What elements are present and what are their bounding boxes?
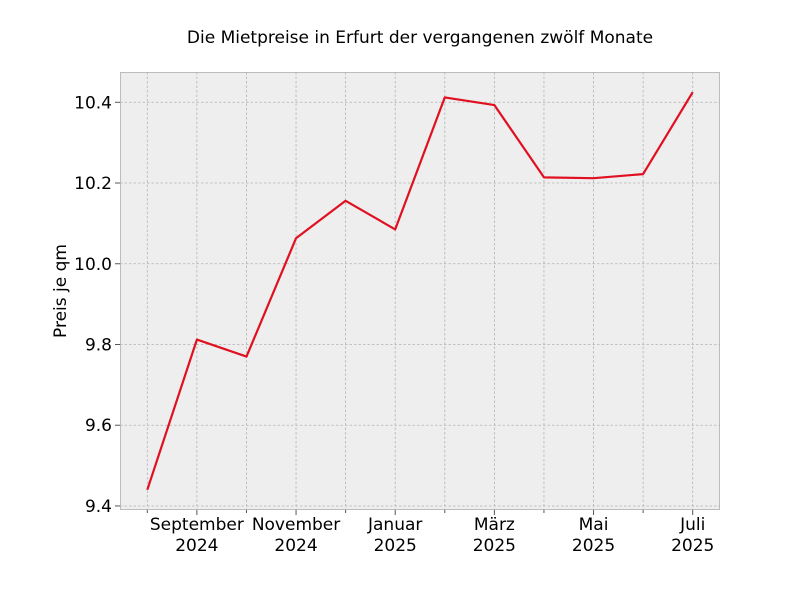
x-tick-label-month: Januar — [367, 515, 422, 535]
x-tick-label-month: November — [252, 515, 340, 535]
y-tick-label: 10.4 — [74, 93, 112, 113]
y-axis-label: Preis je qm — [51, 244, 71, 338]
y-tick-label: 9.4 — [85, 497, 112, 517]
series-line — [146, 91, 694, 491]
axis-ticks: 9.49.69.810.010.210.4September2024Novemb… — [74, 93, 714, 556]
x-tick-label-year: 2025 — [572, 536, 615, 556]
x-tick-label-year: 2024 — [175, 536, 218, 556]
grid-lines — [120, 72, 720, 510]
y-tick-label: 9.8 — [85, 335, 112, 355]
x-tick-label-year: 2025 — [473, 536, 516, 556]
chart-title: Die Mietpreise in Erfurt der vergangenen… — [187, 28, 653, 48]
plot-area — [120, 72, 720, 510]
x-tick-label-year: 2025 — [374, 536, 417, 556]
x-tick-label-month: Juli — [679, 515, 705, 535]
y-tick-label: 10.2 — [74, 174, 112, 194]
y-tick-label: 10.0 — [74, 255, 112, 275]
x-tick-label-month: September — [150, 515, 244, 535]
y-tick-label: 9.6 — [85, 416, 112, 436]
x-tick-label-month: Mai — [579, 515, 609, 535]
x-tick-label-year: 2024 — [274, 536, 317, 556]
data-series — [146, 91, 694, 491]
x-tick-label-year: 2025 — [671, 536, 714, 556]
x-tick-label-month: März — [474, 515, 515, 535]
